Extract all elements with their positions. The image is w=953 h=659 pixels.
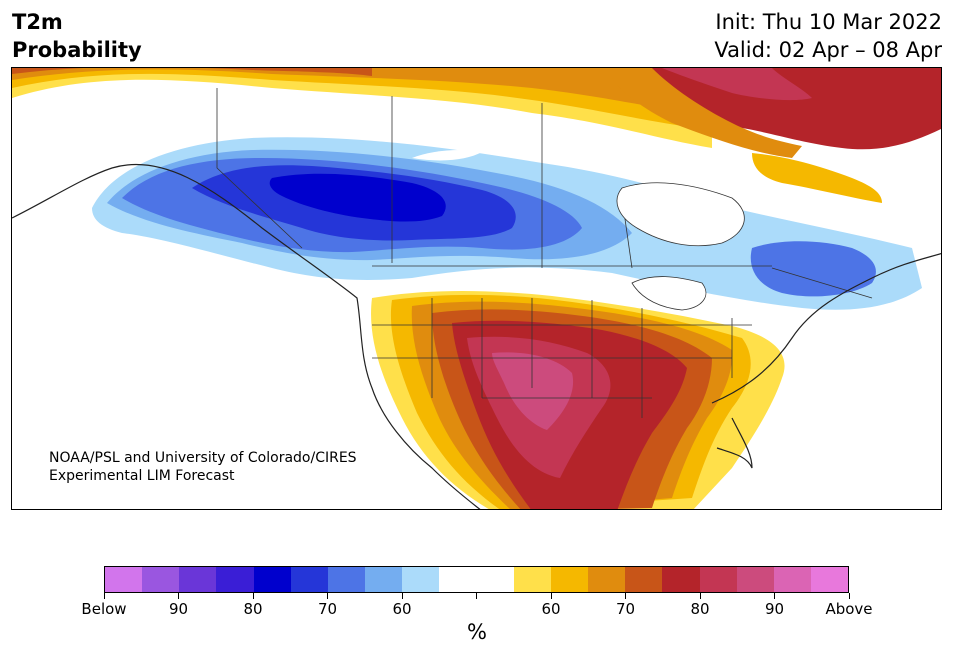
colorbar-tick: [476, 593, 477, 599]
colorbar-tick-label: 60: [392, 600, 412, 618]
hudson-bay: [616, 182, 745, 247]
colorbar-unit: %: [467, 620, 487, 644]
colorbar-cell: [550, 567, 589, 592]
map-title: T2m Probability: [12, 8, 142, 64]
cold-pool-northeast: [750, 241, 876, 297]
colorbar-tick: [848, 593, 850, 599]
credit-line-2: Experimental LIM Forecast: [49, 468, 235, 484]
colorbar-cell: [253, 567, 291, 592]
colorbar-cell: [179, 567, 217, 592]
colorbar-cell: [513, 567, 551, 592]
map-panel: [11, 67, 942, 510]
colorbar-tick-label: 60: [541, 600, 561, 618]
warm-greenland: [632, 68, 941, 150]
colorbar-cell: [699, 567, 737, 592]
colorbar-tick: [401, 593, 403, 599]
colorbar-tick-label: 70: [317, 600, 338, 618]
border-lines: [216, 88, 873, 418]
coastline: [12, 163, 941, 509]
colorbar-cell: [105, 567, 143, 592]
colorbar-tick: [774, 593, 775, 599]
colorbar-tick-label: 80: [690, 600, 710, 618]
colorbar-cell: [402, 567, 440, 592]
warm-band-north-4: [12, 68, 372, 76]
warm-labrador: [752, 153, 882, 203]
colorbar-tick: [699, 593, 701, 599]
colorbar-cell: [810, 567, 849, 592]
credit-line-1: NOAA/PSL and University of Colorado/CIRE…: [49, 450, 357, 466]
colorbar-cell: [625, 567, 663, 592]
colorbar-cell: [365, 567, 403, 592]
title-line-2: Probability: [12, 38, 142, 62]
colorbar-tick: [103, 593, 105, 599]
colorbar-cell: [290, 567, 328, 592]
cold-core: [269, 173, 446, 222]
colorbar-tick-label: Below: [81, 600, 127, 618]
init-date: Init: Thu 10 Mar 2022: [715, 10, 942, 34]
colorbar-cell: [142, 567, 180, 592]
valid-dates: Valid: 02 Apr – 08 Apr: [714, 38, 942, 62]
warm-greenland-edge: [612, 68, 802, 158]
colorbar-tick: [178, 593, 179, 599]
colorbar-tick: [252, 593, 254, 599]
forecast-dates: Init: Thu 10 Mar 2022 Valid: 02 Apr – 08…: [714, 8, 942, 64]
colorbar-cell: [588, 567, 626, 592]
warm-greenland-core: [662, 68, 812, 101]
lake-north: [412, 150, 482, 161]
colorbar-cell: [773, 567, 811, 592]
warm-south-core-3: [492, 352, 574, 430]
colorbar-cell: [327, 567, 366, 592]
title-line-1: T2m: [12, 10, 63, 34]
colorbar-tick: [327, 593, 328, 599]
colorbar-cell: [216, 567, 254, 592]
colorbar-tick: [550, 593, 552, 599]
great-lakes: [631, 276, 707, 311]
colorbar-tick-label: 90: [168, 600, 189, 618]
credit-text: NOAA/PSL and University of Colorado/CIRE…: [49, 449, 357, 485]
colorbar-cell: [476, 567, 514, 592]
colorbar-tick-label: 70: [615, 600, 636, 618]
colorbar-cell: [662, 567, 700, 592]
warm-band-north-3: [12, 68, 712, 116]
colorbar-tick-label: Above: [825, 600, 873, 618]
colorbar-cell: [439, 567, 477, 592]
colorbar-cell: [736, 567, 774, 592]
colorbar-tick-label: 80: [243, 600, 263, 618]
probability-map: [12, 68, 941, 509]
colorbar-tick: [625, 593, 626, 599]
colorbar-tick-label: 90: [764, 600, 785, 618]
colorbar: [104, 566, 849, 593]
